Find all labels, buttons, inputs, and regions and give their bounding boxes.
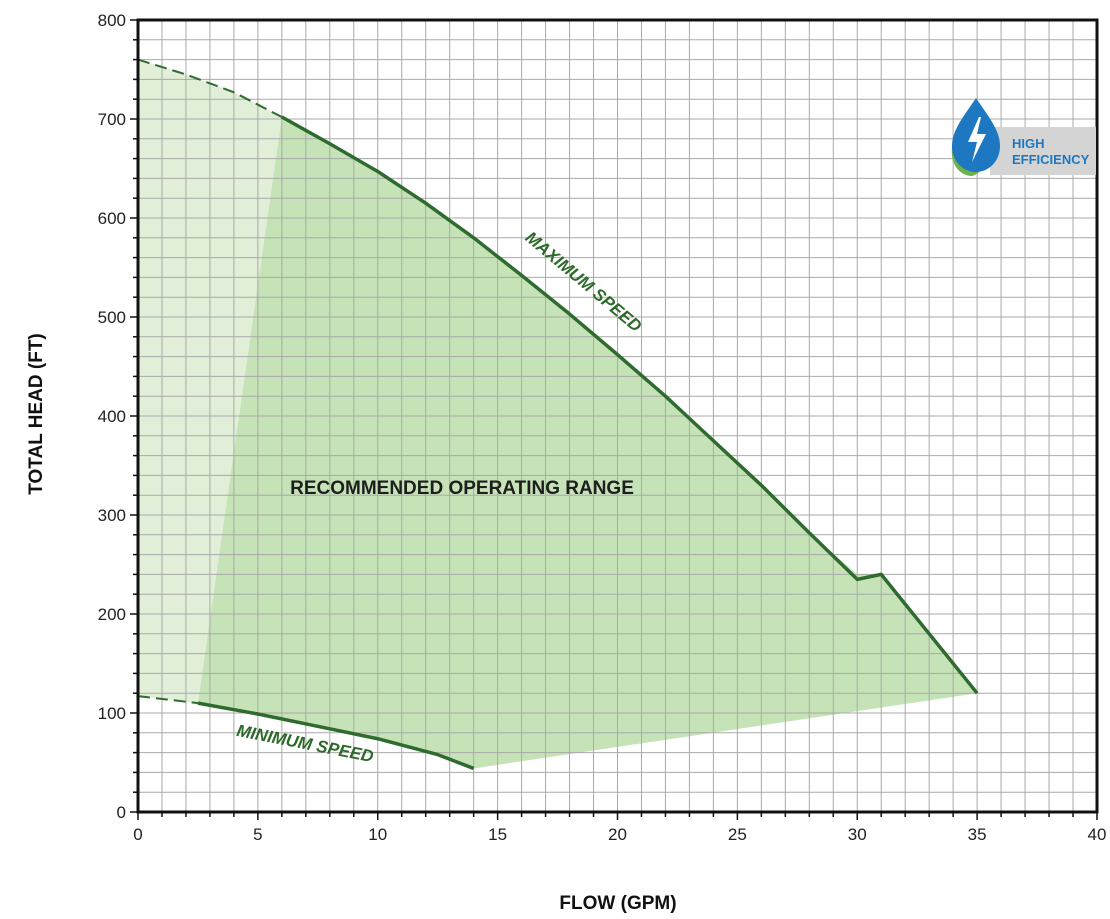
x-tick-label: 10 (368, 825, 387, 844)
x-tick-label: 30 (848, 825, 867, 844)
x-axis-title: FLOW (GPM) (559, 893, 676, 914)
y-tick-label: 400 (98, 407, 126, 426)
x-tick-label: 35 (968, 825, 987, 844)
high-efficiency-badge: HIGH EFFICIENCY (951, 98, 1096, 176)
x-tick-label: 15 (488, 825, 507, 844)
y-tick-label: 600 (98, 209, 126, 228)
y-tick-label: 300 (98, 506, 126, 525)
operating-range-label: RECOMMENDED OPERATING RANGE (290, 478, 634, 499)
operating-range-region (197, 117, 978, 769)
x-tick-label: 5 (253, 825, 262, 844)
labels-layer: 0 5 10 15 20 25 30 35 40010020030040050060070080… (98, 11, 1107, 844)
maximum-speed-dashed-curve (137, 58, 283, 118)
curves-layer (137, 58, 979, 771)
y-tick-label: 800 (98, 11, 126, 30)
y-tick-label: 700 (98, 110, 126, 129)
axes-layer (130, 18, 1099, 820)
x-tick-label: 40 (1088, 825, 1107, 844)
y-tick-label: 200 (98, 605, 126, 624)
y-tick-label: 100 (98, 704, 126, 723)
y-axis-title: TOTAL HEAD (FT) (26, 333, 47, 494)
x-tick-label: 20 (608, 825, 627, 844)
minimum-speed-dashed-curve (137, 695, 199, 705)
x-tick-label: 0 (133, 825, 142, 844)
minimum-speed-curve (197, 701, 475, 771)
water-drop-bolt-leaf-icon (951, 98, 1000, 176)
badge-background (990, 127, 1096, 175)
maximum-speed-curve (280, 115, 979, 695)
x-tick-label: 25 (728, 825, 747, 844)
badge-line2: EFFICIENCY (1012, 152, 1090, 167)
badge-line1: HIGH (1012, 136, 1045, 151)
grid-layer (137, 19, 1098, 813)
y-tick-label: 0 (117, 803, 126, 822)
y-tick-label: 500 (98, 308, 126, 327)
